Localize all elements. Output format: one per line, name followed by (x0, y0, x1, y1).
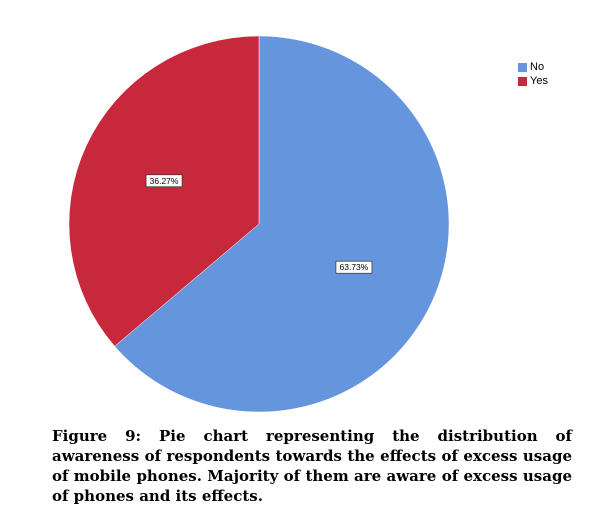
pie-label-text-yes: 36.27% (150, 176, 179, 186)
pie-chart: 63.73% 36.27% (68, 35, 450, 413)
legend-label-yes: Yes (530, 75, 548, 87)
legend-label-no: No (530, 61, 545, 73)
pie-label-box-yes (145, 174, 183, 188)
pie-label-no: 63.73% (335, 260, 373, 274)
pie-slice-no (114, 35, 450, 413)
pie-label-box-no (335, 260, 373, 274)
pie-label-yes: 36.27% (145, 174, 183, 188)
chart-legend: No Yes (518, 60, 548, 88)
pie-label-text-no: 63.73% (340, 262, 369, 272)
legend-swatch-yes (518, 76, 527, 86)
pie-slice-yes (68, 35, 260, 347)
figure-caption: Figure 9: Pie chart representing the dis… (52, 427, 572, 505)
legend-item-yes: Yes (518, 74, 548, 88)
legend-swatch-no (518, 62, 527, 72)
legend-item-no: No (518, 60, 548, 74)
